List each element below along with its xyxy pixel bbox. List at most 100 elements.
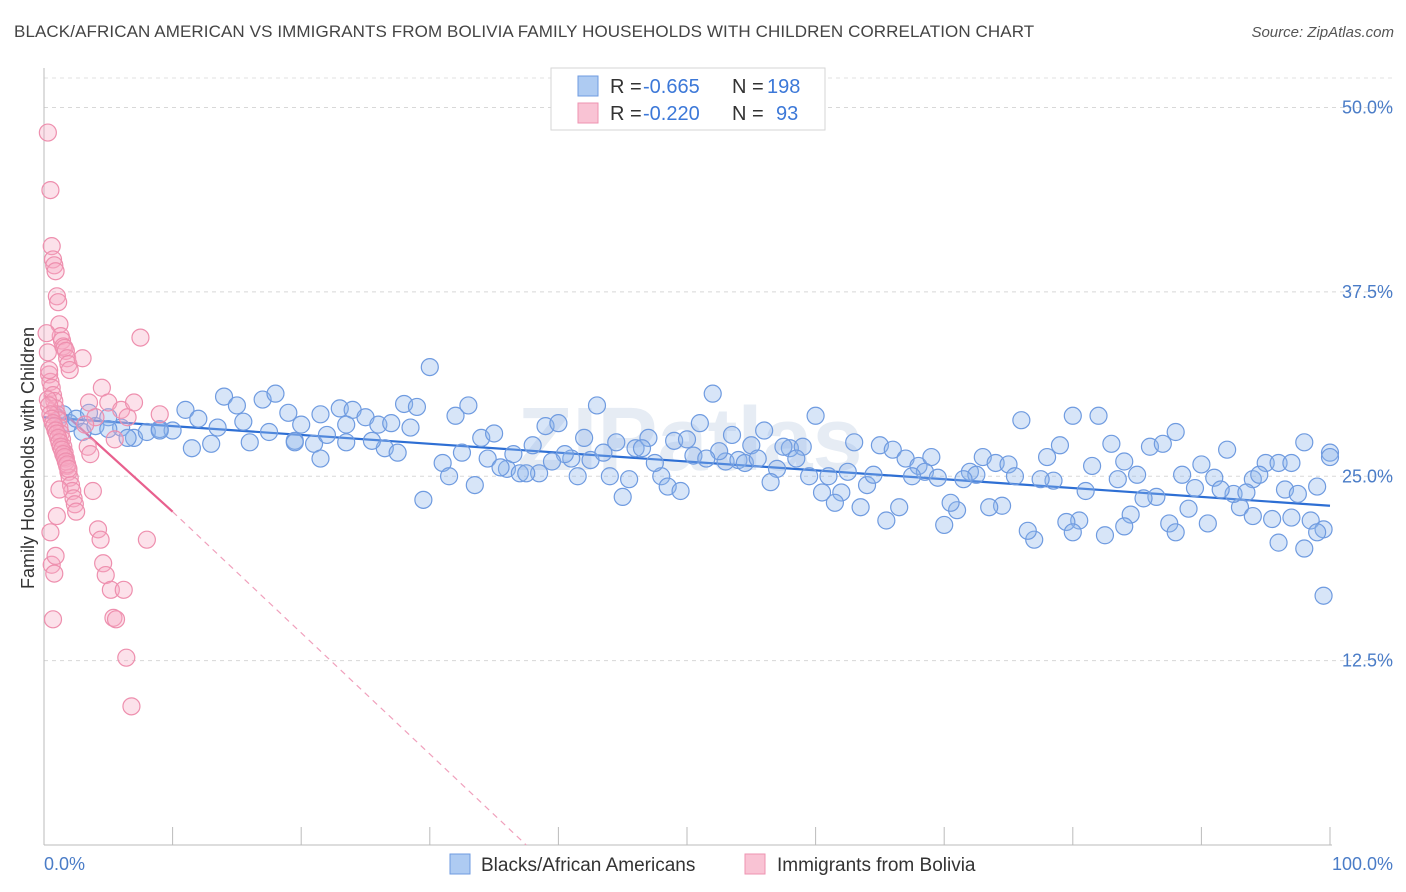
axes xyxy=(43,68,1332,846)
data-point xyxy=(59,459,78,478)
data-point xyxy=(47,506,66,526)
data-point xyxy=(1005,467,1025,486)
data-point xyxy=(202,434,221,453)
data-point xyxy=(845,433,864,452)
data-point xyxy=(105,430,124,449)
data-point xyxy=(1282,508,1301,527)
data-point xyxy=(88,520,108,539)
data-point xyxy=(150,405,169,424)
data-point xyxy=(49,293,68,312)
series-legend: Blacks/African Americans Immigrants from… xyxy=(449,853,976,876)
data-point xyxy=(41,181,60,200)
data-point xyxy=(58,349,77,368)
data-point xyxy=(1050,436,1070,455)
data-point xyxy=(362,431,382,450)
data-point xyxy=(1063,406,1082,425)
data-point xyxy=(690,414,709,433)
data-point xyxy=(928,468,947,487)
data-point xyxy=(1243,506,1262,526)
data-point xyxy=(485,424,504,443)
data-point xyxy=(266,384,285,403)
data-point xyxy=(1173,465,1192,484)
data-point xyxy=(1076,481,1095,501)
data-point xyxy=(337,433,356,452)
data-point xyxy=(671,481,690,501)
data-point xyxy=(703,384,722,403)
data-point xyxy=(60,360,79,380)
data-point xyxy=(594,443,613,462)
data-point xyxy=(549,414,568,433)
data-point xyxy=(626,439,645,458)
data-point xyxy=(446,406,465,425)
legend-n-label-2: N = xyxy=(732,103,764,125)
data-point xyxy=(530,464,549,483)
y-tick-label: 12.5% xyxy=(1342,651,1393,671)
data-point xyxy=(401,418,420,437)
data-point xyxy=(1115,517,1134,536)
series-bolivia-points xyxy=(37,123,169,716)
data-point xyxy=(208,418,227,437)
series-blacks-points xyxy=(54,358,1340,605)
data-point xyxy=(1089,406,1108,425)
data-point xyxy=(1269,453,1288,473)
data-point xyxy=(43,250,63,269)
y-tick-label: 50.0% xyxy=(1342,98,1393,118)
data-points xyxy=(37,123,1340,716)
data-point xyxy=(227,396,246,415)
data-point xyxy=(1037,447,1057,467)
data-point xyxy=(1308,523,1327,542)
data-point xyxy=(941,493,960,512)
data-point xyxy=(1082,456,1102,476)
data-point xyxy=(1063,523,1082,542)
y-axis-label: Family Households with Children xyxy=(18,327,38,589)
data-point xyxy=(46,262,65,281)
data-point xyxy=(890,498,909,517)
data-point xyxy=(793,437,812,456)
data-point xyxy=(47,287,66,306)
data-point xyxy=(124,393,144,412)
data-point xyxy=(607,433,626,452)
data-point xyxy=(755,421,774,440)
data-point xyxy=(311,405,330,424)
data-point xyxy=(38,343,57,362)
data-point xyxy=(407,397,427,417)
data-point xyxy=(81,445,100,464)
data-point xyxy=(465,476,484,495)
data-point xyxy=(42,378,61,397)
data-point xyxy=(504,445,523,464)
data-point xyxy=(337,415,356,434)
data-point xyxy=(851,498,870,517)
x-tick-label: 0.0% xyxy=(44,854,85,874)
data-point xyxy=(902,467,922,486)
data-point xyxy=(1102,434,1121,453)
data-point xyxy=(1250,465,1269,484)
legend-r-label-1: R = xyxy=(610,76,642,98)
data-point xyxy=(1057,512,1076,532)
data-point xyxy=(620,470,639,489)
data-point xyxy=(542,452,562,471)
data-point xyxy=(52,331,72,350)
data-point xyxy=(311,449,330,468)
data-point xyxy=(439,467,459,486)
data-point xyxy=(491,458,510,477)
data-point xyxy=(122,697,141,716)
data-point xyxy=(1127,465,1147,484)
data-point xyxy=(106,610,126,629)
data-point xyxy=(73,349,92,368)
legend-swatch-blacks xyxy=(449,853,471,875)
data-point xyxy=(182,439,201,458)
trend-line-bolivia-extension xyxy=(172,511,527,846)
data-point xyxy=(91,530,110,549)
stats-legend: R = -0.665 N = 198 R = -0.220 N = 93 xyxy=(550,67,826,131)
data-point xyxy=(1166,523,1185,542)
data-point xyxy=(1205,468,1224,487)
data-point xyxy=(575,428,594,447)
data-point xyxy=(748,449,767,468)
chart-title: BLACK/AFRICAN AMERICAN VS IMMIGRANTS FRO… xyxy=(14,22,1035,41)
data-point xyxy=(1095,526,1115,545)
data-point xyxy=(41,523,60,542)
data-point xyxy=(800,467,819,486)
data-point xyxy=(99,419,118,439)
data-point xyxy=(214,387,234,406)
